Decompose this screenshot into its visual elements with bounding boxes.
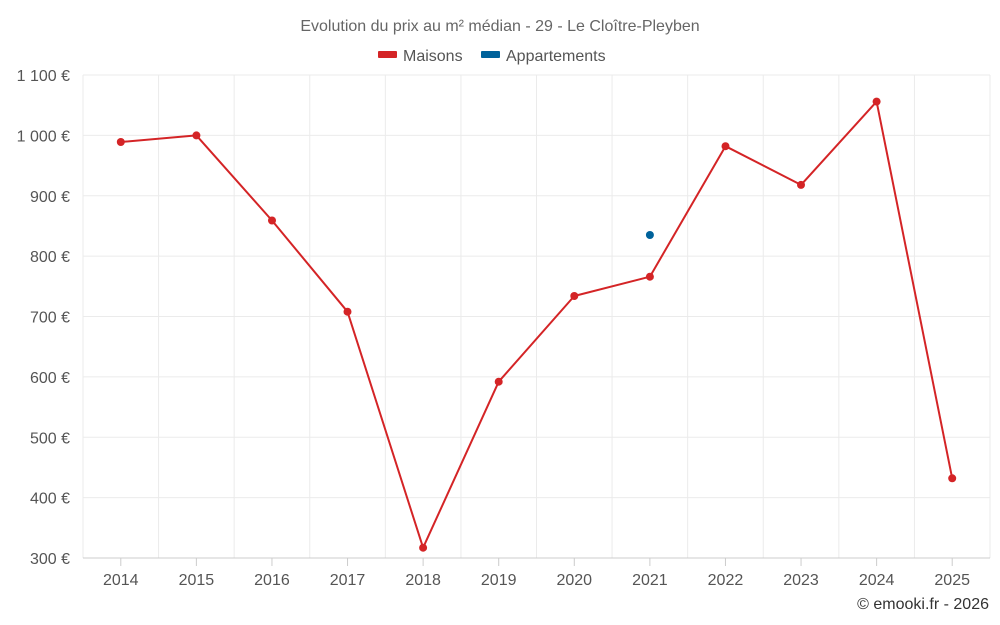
x-tick-label: 2017 [330, 572, 366, 589]
x-tick-label: 2025 [934, 572, 970, 589]
y-axis-ticks: 300 € 400 € 500 € 600 € 700 € 800 € 900 € 1 000… [17, 68, 70, 568]
series-line-maisons [120, 100, 954, 549]
legend-swatch-maisons [378, 51, 397, 58]
chart-title: Evolution du prix au m² médian - 29 - Le… [300, 18, 699, 35]
y-tick-label: 500 € [30, 430, 70, 447]
x-tick-label: 2020 [556, 572, 592, 589]
legend-item-maisons[interactable]: Maisons [378, 48, 463, 65]
x-tick-label: 2014 [103, 572, 139, 589]
data-point-maisons[interactable] [721, 142, 730, 151]
series-layer [116, 97, 957, 552]
legend-item-appartements[interactable]: Appartements [481, 48, 606, 65]
data-point-maisons[interactable] [343, 307, 352, 316]
y-tick-label: 1 100 € [17, 68, 70, 85]
credit-text: © emooki.fr - 2026 [857, 596, 989, 613]
x-tick-label: 2019 [481, 572, 517, 589]
data-point-maisons[interactable] [645, 272, 654, 281]
x-axis-ticks: 2014 2015 2016 2017 2018 2019 2020 2021 2022 2023… [103, 558, 970, 589]
x-tick-label: 2022 [708, 572, 744, 589]
data-point-maisons[interactable] [948, 474, 957, 483]
x-tick-label: 2018 [405, 572, 441, 589]
data-point-maisons[interactable] [872, 97, 881, 106]
x-tick-label: 2021 [632, 572, 668, 589]
data-point-maisons[interactable] [797, 180, 805, 189]
x-tick-label: 2023 [783, 572, 819, 589]
legend-label-appartements: Appartements [506, 48, 606, 65]
y-tick-label: 800 € [30, 249, 70, 266]
data-point-maisons[interactable] [192, 131, 201, 140]
x-tick-label: 2016 [254, 572, 290, 589]
y-tick-label: 300 € [30, 551, 70, 568]
data-point-appartements[interactable] [645, 231, 654, 239]
legend-swatch-appartements [481, 51, 500, 58]
x-tick-label: 2024 [859, 572, 895, 589]
data-point-maisons[interactable] [570, 292, 579, 300]
data-point-maisons[interactable] [268, 216, 276, 225]
x-gridlines [82, 75, 991, 558]
legend: Maisons Appartements [378, 48, 606, 65]
data-point-maisons[interactable] [419, 543, 428, 552]
x-tick-label: 2015 [179, 572, 215, 589]
data-point-maisons[interactable] [494, 377, 503, 386]
y-tick-label: 400 € [30, 491, 70, 508]
y-tick-label: 700 € [30, 310, 70, 327]
data-point-maisons[interactable] [116, 138, 125, 146]
y-tick-label: 1 000 € [17, 128, 70, 145]
legend-label-maisons: Maisons [403, 48, 463, 65]
y-tick-label: 600 € [30, 370, 70, 387]
y-tick-label: 900 € [30, 189, 70, 206]
